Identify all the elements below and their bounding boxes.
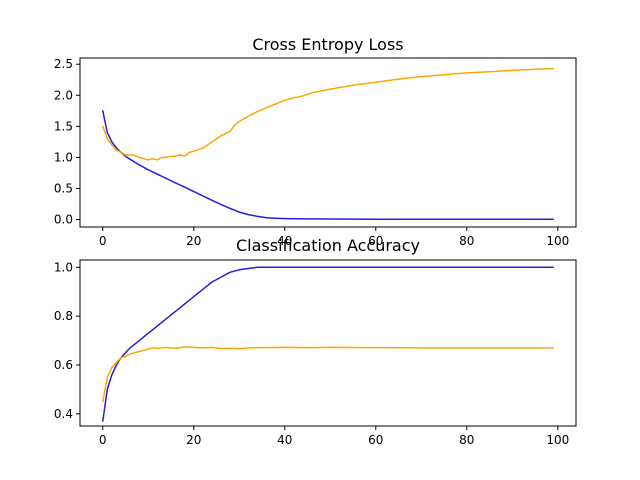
accuracy-axis-layer: 0 20 40 60 80 100 0.4 0.6 0.8 1.0 (54, 260, 569, 447)
loss-x-tick-label: 60 (368, 234, 383, 248)
loss-y-tick-label: 2.0 (54, 88, 73, 102)
accuracy-x-tick-label: 20 (186, 433, 201, 447)
loss-subplot: Cross Entropy Loss 0 20 40 60 80 100 0.0 0.5 1.0… (54, 35, 577, 248)
accuracy-y-tick-label: 1.0 (54, 260, 73, 274)
loss-y-tick-label: 0.0 (54, 213, 73, 227)
accuracy-x-tick-label: 80 (459, 433, 474, 447)
accuracy-chart-title: Classification Accuracy (236, 236, 420, 255)
accuracy-subplot: 0 20 40 60 80 100 0.4 0.6 0.8 1.0 Classification … (54, 236, 577, 447)
loss-test-line (102, 67, 554, 161)
accuracy-x-tick-label: 40 (277, 433, 292, 447)
accuracy-train-line (102, 266, 554, 422)
loss-y-tick-label: 2.5 (54, 57, 73, 71)
loss-x-tick-label: 40 (277, 234, 292, 248)
accuracy-x-tick-label: 100 (546, 433, 569, 447)
loss-y-tick-label: 0.5 (54, 181, 73, 195)
loss-series-layer (102, 67, 554, 221)
accuracy-x-tick-label: 0 (99, 433, 107, 447)
loss-x-tick-label: 0 (99, 234, 107, 248)
loss-x-tick-label: 100 (546, 234, 569, 248)
loss-axis-layer: 0 20 40 60 80 100 0.0 0.5 1.0 1.5 2.0 2.5 (54, 57, 569, 248)
accuracy-x-tick-label: 60 (368, 433, 383, 447)
loss-x-tick-label: 80 (459, 234, 474, 248)
accuracy-y-tick-label: 0.6 (54, 358, 73, 372)
accuracy-y-tick-label: 0.4 (54, 407, 73, 421)
loss-chart-title: Cross Entropy Loss (252, 35, 403, 54)
loss-y-tick-label: 1.5 (54, 119, 73, 133)
loss-plot-frame (79, 57, 577, 228)
loss-x-tick-label: 20 (186, 234, 201, 248)
loss-y-tick-label: 1.0 (54, 150, 73, 164)
accuracy-y-tick-label: 0.8 (54, 309, 73, 323)
accuracy-series-layer (102, 266, 554, 422)
loss-train-line (102, 110, 554, 221)
accuracy-plot-frame (79, 259, 577, 427)
accuracy-test-line (102, 346, 554, 403)
